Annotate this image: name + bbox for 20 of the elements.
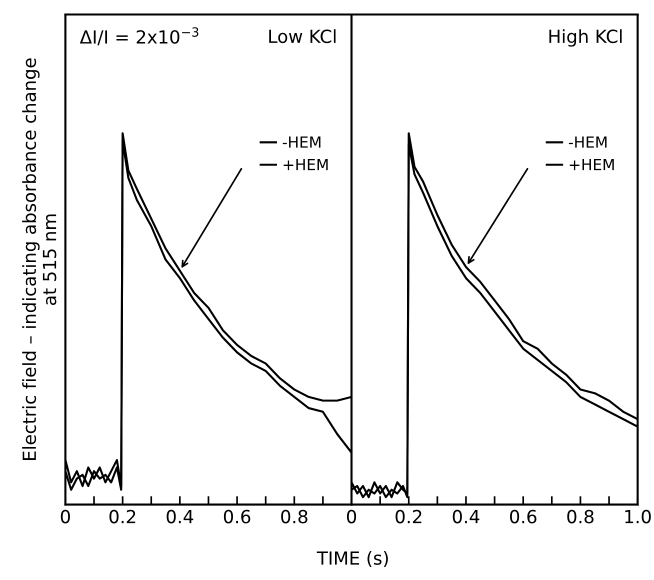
legend-label: -HEM xyxy=(568,136,607,148)
legend-label: +HEM xyxy=(284,158,328,170)
x-tick-label: 0.8 xyxy=(567,510,594,524)
x-tick-label: 0.8 xyxy=(281,510,308,524)
legend-label: +HEM xyxy=(570,158,614,170)
x-tick-label: 0.6 xyxy=(224,510,250,524)
x-tick-label: 0 xyxy=(346,510,356,524)
y-axis-title: Electric field – indicating absorbance change at 515 nm xyxy=(22,58,56,460)
x-tick-label: 0 xyxy=(60,510,70,524)
chart-title: Low KCl xyxy=(269,29,336,44)
x-tick-label: 0.4 xyxy=(452,510,480,524)
x-tick-label: 0.6 xyxy=(510,510,536,524)
x-tick-label: 0.2 xyxy=(109,510,136,524)
text: ΔI/I = 2x10$^{−3}$ xyxy=(80,27,198,46)
legend-label: -HEM xyxy=(282,136,320,148)
chart-title: High KCl xyxy=(549,29,622,47)
x-tick-label: 1.0 xyxy=(625,510,651,524)
x-tick-label: 0.4 xyxy=(166,510,194,524)
x-tick-label: 0.2 xyxy=(396,510,422,524)
x-axis-title: TIME (s) xyxy=(316,550,388,568)
